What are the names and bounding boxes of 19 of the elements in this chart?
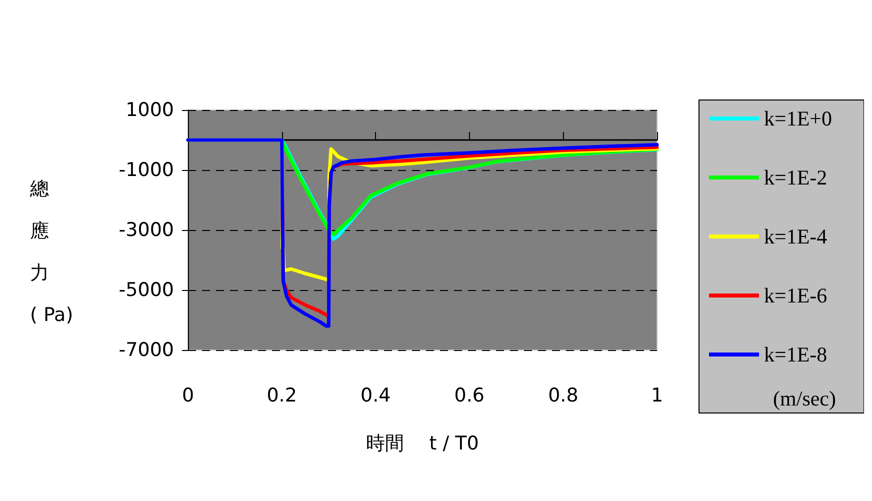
y-axis-title: 總應力 ( Pa) xyxy=(29,178,74,326)
y-tick-label: -3000 xyxy=(118,219,174,241)
x-tick-label: 0 xyxy=(182,384,194,406)
legend-label: k=1E-8 xyxy=(764,342,828,366)
y-tick-label: -5000 xyxy=(118,279,174,301)
x-tick-label: 0.8 xyxy=(548,384,578,406)
legend-title: (m/sec) xyxy=(773,386,836,410)
x-tick-label: 0.4 xyxy=(360,384,391,406)
x-tick-label: 1 xyxy=(650,384,664,406)
y-tick-label: -7000 xyxy=(118,339,174,361)
y-tick-label: 1000 xyxy=(126,99,174,121)
x-tick-label: 0.6 xyxy=(454,384,485,406)
legend-label: k=1E-6 xyxy=(764,284,828,308)
x-tick-label: 0.2 xyxy=(266,384,297,406)
legend-label: k=1E-2 xyxy=(764,166,828,190)
x-axis-title: 時間 t / T0 xyxy=(366,432,479,454)
legend-label: k=1E-4 xyxy=(764,224,828,248)
legend-label: k=1E+0 xyxy=(764,106,832,130)
y-tick-label: -1000 xyxy=(118,159,174,181)
